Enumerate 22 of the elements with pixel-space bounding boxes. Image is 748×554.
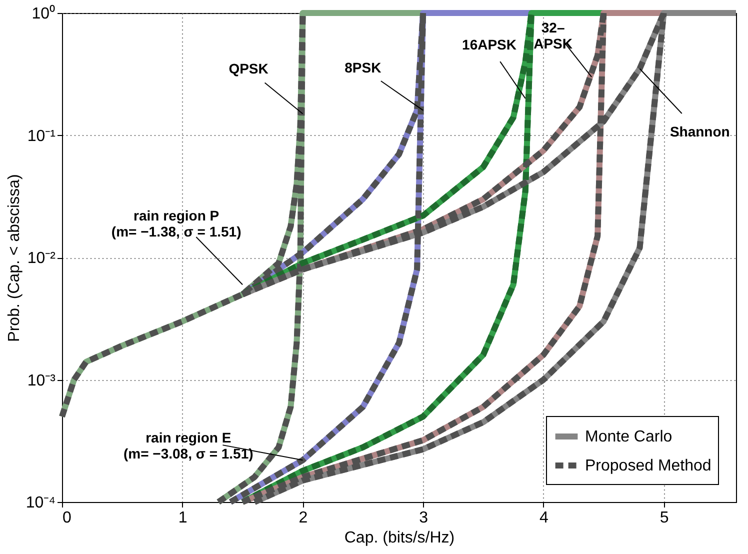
annotation: 8PSK	[344, 59, 382, 76]
x-tick-label: 3	[419, 510, 428, 526]
x-tick-label: 1	[178, 510, 188, 526]
x-tick-label: 2	[298, 510, 308, 526]
x-tick-label: 4	[539, 510, 548, 526]
annotation: 32– APSK	[534, 19, 573, 52]
legend-label: Proposed Method	[585, 458, 712, 474]
annotation: rain region P (m= −1.38, σ = 1.51)	[111, 208, 242, 240]
y-axis-title: Prob. (Cap. < abscissa)	[6, 174, 23, 342]
y-tick-label: 10⁰	[32, 4, 56, 22]
annotation: 16APSK	[462, 36, 516, 53]
y-tick-label: 10⁻²	[27, 250, 56, 267]
y-tick-label: 10⁻⁴	[26, 494, 56, 512]
x-axis-title: Cap. (bits/s/Hz)	[344, 530, 455, 546]
y-tick-label: 10⁻¹	[27, 128, 56, 145]
y-tick-label: 10⁻³	[27, 372, 56, 390]
x-tick-label: 5	[660, 510, 669, 526]
annotation: Shannon	[670, 124, 730, 140]
annotation: rain region E (m= −3.08, σ = 1.51)	[123, 430, 254, 462]
x-tick-label: 0	[62, 510, 72, 526]
legend-label: Monte Carlo	[585, 428, 672, 446]
annotation: QPSK	[228, 60, 268, 76]
